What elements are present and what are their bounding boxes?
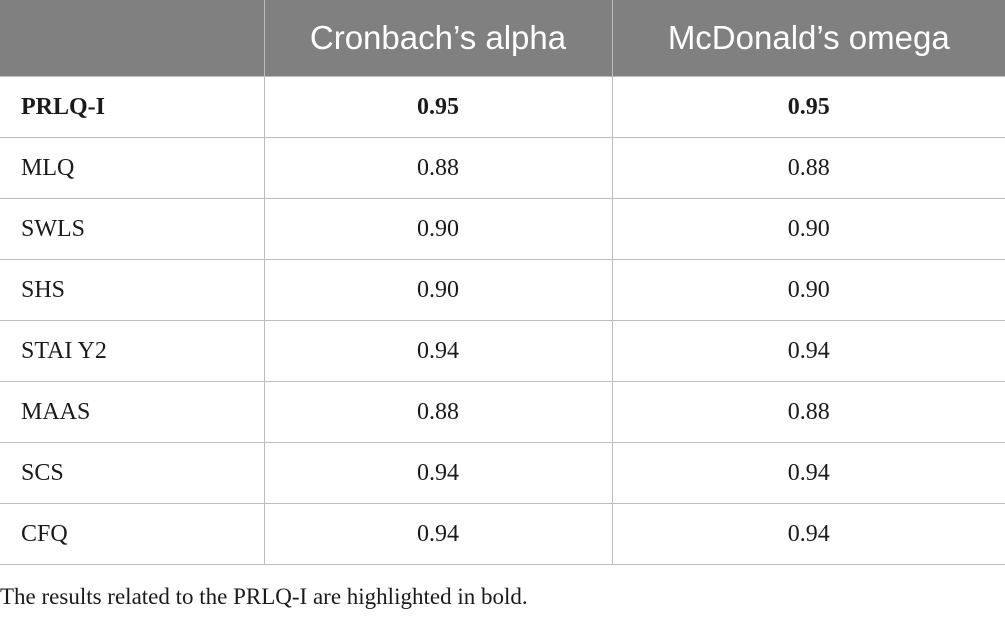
table-row: MLQ 0.88 0.88: [0, 137, 1005, 199]
row-label: PRLQ-I: [0, 76, 265, 138]
table-row: STAI Y2 0.94 0.94: [0, 320, 1005, 382]
alpha-value: 0.88: [263, 137, 613, 199]
table-row: SCS 0.94 0.94: [0, 442, 1005, 504]
alpha-value: 0.94: [263, 503, 613, 565]
row-label: STAI Y2: [0, 320, 265, 382]
omega-value: 0.88: [611, 137, 1005, 199]
table-row: SHS 0.90 0.90: [0, 259, 1005, 321]
reliability-table: Cronbach’s alpha McDonald’s omega PRLQ-I…: [0, 0, 1005, 565]
reliability-table-container: Cronbach’s alpha McDonald’s omega PRLQ-I…: [0, 0, 1005, 565]
omega-value: 0.90: [611, 198, 1005, 260]
header-empty-cell: [0, 0, 264, 77]
row-label: CFQ: [0, 503, 265, 565]
table-body: PRLQ-I 0.95 0.95 MLQ 0.88 0.88 SWLS 0.90…: [0, 76, 1005, 565]
alpha-value: 0.90: [263, 198, 613, 260]
table-footnote: The results related to the PRLQ-I are hi…: [0, 584, 528, 609]
row-label: SWLS: [0, 198, 265, 260]
table-row: PRLQ-I 0.95 0.95: [0, 76, 1005, 138]
row-label: SHS: [0, 259, 265, 321]
omega-value: 0.94: [611, 503, 1005, 565]
table-row: CFQ 0.94 0.94: [0, 503, 1005, 565]
row-label: SCS: [0, 442, 265, 504]
omega-value: 0.94: [611, 320, 1005, 382]
table-row: MAAS 0.88 0.88: [0, 381, 1005, 443]
row-label: MLQ: [0, 137, 265, 199]
alpha-value: 0.94: [263, 442, 613, 504]
table-header-row: Cronbach’s alpha McDonald’s omega: [0, 0, 1005, 77]
alpha-value: 0.94: [263, 320, 613, 382]
omega-value: 0.95: [611, 76, 1005, 138]
alpha-value: 0.90: [263, 259, 613, 321]
alpha-value: 0.95: [263, 76, 613, 138]
table-row: SWLS 0.90 0.90: [0, 198, 1005, 260]
alpha-value: 0.88: [263, 381, 613, 443]
row-label: MAAS: [0, 381, 265, 443]
omega-value: 0.94: [611, 442, 1005, 504]
header-mcdonald-omega: McDonald’s omega: [611, 0, 1005, 77]
omega-value: 0.88: [611, 381, 1005, 443]
omega-value: 0.90: [611, 259, 1005, 321]
header-cronbach-alpha: Cronbach’s alpha: [263, 0, 612, 77]
